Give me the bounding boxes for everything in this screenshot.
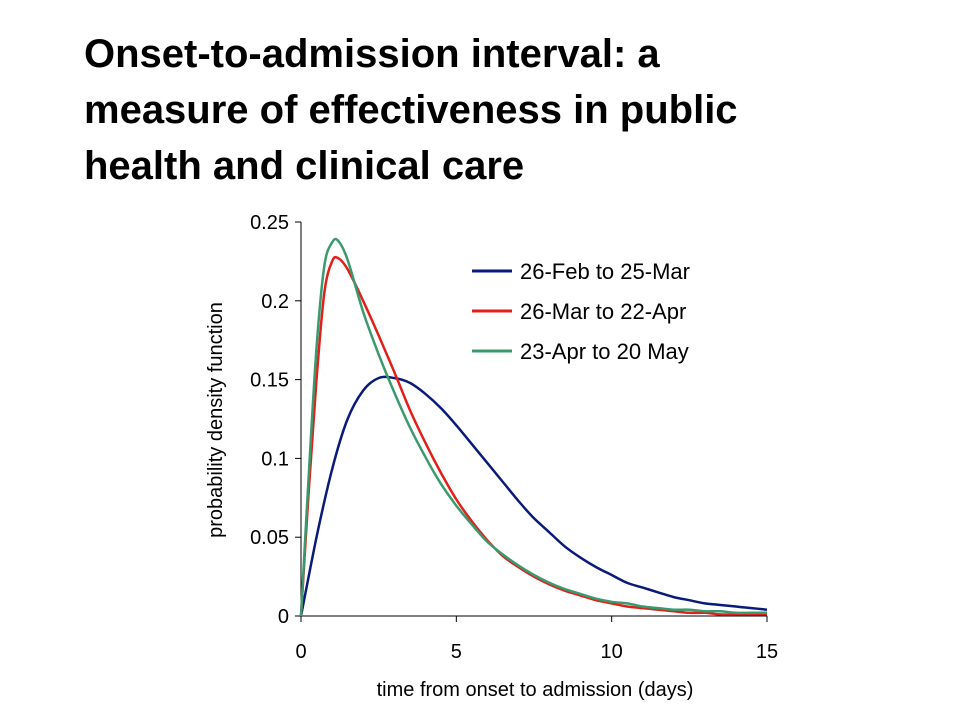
y-axis: 0 0.05 0.1 0.15 0.2 0.25 — [250, 212, 301, 628]
x-axis-label: time from onset to admission (days) — [377, 679, 694, 701]
x-tick-label: 5 — [451, 641, 462, 663]
y-tick-label: 0.2 — [261, 291, 289, 313]
y-tick-label: 0.05 — [250, 527, 289, 549]
series-line — [299, 237, 767, 617]
x-tick-label: 0 — [295, 641, 306, 663]
plot-frame — [300, 222, 767, 617]
x-tick-label: 10 — [601, 641, 623, 663]
slide-title: Onset-to-admission interval: a measure o… — [84, 26, 944, 194]
legend-label: 26-Mar to 22-Apr — [520, 299, 686, 324]
x-axis: 0 5 10 15 — [295, 616, 778, 663]
legend: 26-Feb to 25-Mar 26-Mar to 22-Apr 23-Apr t… — [472, 259, 690, 364]
y-tick-label: 0 — [278, 606, 289, 628]
series-line — [299, 255, 767, 617]
slide-title-line: health and clinical care — [84, 144, 525, 188]
y-tick-label: 0.25 — [250, 212, 289, 234]
y-axis-label: probability density function — [205, 302, 227, 538]
slide-title-line: Onset-to-admission interval: a — [84, 32, 660, 76]
series-lines — [299, 237, 768, 617]
y-tick-label: 0.1 — [261, 448, 289, 470]
legend-label: 23-Apr to 20 May — [520, 339, 689, 364]
series-line — [299, 375, 768, 617]
x-tick-label: 15 — [756, 641, 778, 663]
slide-title-line: measure of effectiveness in public — [84, 88, 738, 132]
legend-label: 26-Feb to 25-Mar — [520, 259, 690, 284]
y-tick-label: 0.15 — [250, 370, 289, 392]
